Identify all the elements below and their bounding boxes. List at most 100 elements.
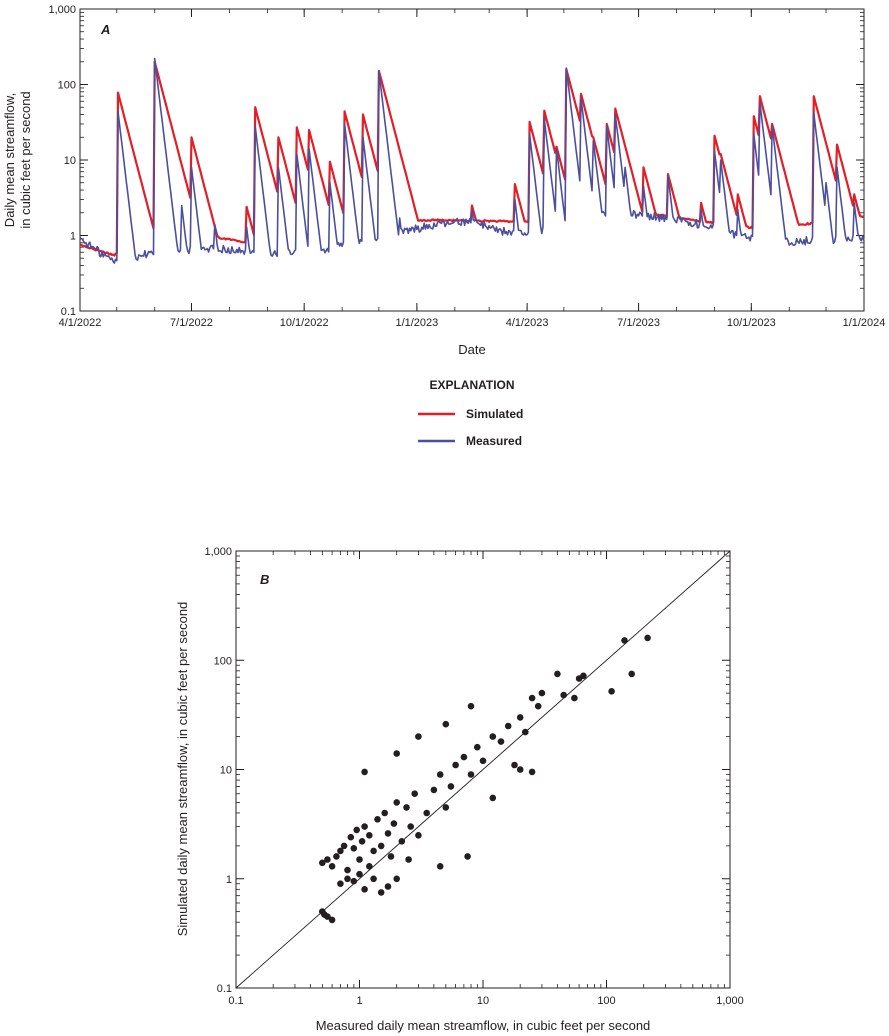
scatter-point xyxy=(393,799,401,806)
scatter-point xyxy=(460,753,468,761)
legend-title: EXPLANATION xyxy=(429,378,514,392)
scatter-point xyxy=(350,845,358,852)
scatter-point xyxy=(644,634,651,642)
panel-a-y-axis-label: Daily mean streamflow, in cubic feet per… xyxy=(2,91,33,228)
y-tick-label: 1,000 xyxy=(204,546,232,558)
panel-b-points xyxy=(319,634,651,924)
x-tick-label: 1,000 xyxy=(716,995,744,1007)
scatter-point xyxy=(353,826,361,834)
panel-b-axes: 0.10.1 1 1 10 10 100 100 1,000 1,000 xyxy=(204,546,743,1007)
legend: EXPLANATION Simulated Measured xyxy=(418,378,523,448)
scatter-point xyxy=(366,863,373,870)
scatter-point xyxy=(628,670,635,678)
scatter-point xyxy=(340,842,348,850)
scatter-point xyxy=(337,880,344,887)
scatter-point xyxy=(621,637,628,644)
scatter-point xyxy=(324,856,331,863)
scatter-point xyxy=(384,883,392,890)
x-tick-label: 1/1/2023 xyxy=(395,317,438,329)
scatter-point xyxy=(390,820,398,827)
x-tick-label: 7/1/2023 xyxy=(617,317,660,329)
scatter-point xyxy=(393,750,401,757)
scatter-point xyxy=(374,816,381,823)
panel-a-x-axis: 4/1/2022 7/1/2022 10/1/2022 1/1/2023 4/1/202… xyxy=(59,9,886,329)
y-tick-label: 100 xyxy=(214,655,232,667)
scatter-point xyxy=(436,771,444,778)
scatter-point xyxy=(407,823,415,830)
scatter-point xyxy=(608,688,615,695)
series-line-simulated xyxy=(79,60,865,257)
y-tick-label: 1 xyxy=(226,874,232,886)
x-tick-label: 10 xyxy=(477,995,489,1007)
scatter-point xyxy=(370,875,377,883)
panel-a-y-axis-label-line-2: in cubic feet per second xyxy=(18,91,33,228)
scatter-point xyxy=(528,768,536,776)
scatter-point xyxy=(344,875,351,883)
one-to-one-line xyxy=(235,550,731,989)
scatter-point xyxy=(361,886,368,893)
scatter-point xyxy=(370,847,377,855)
scatter-point xyxy=(411,790,419,797)
panel-a-y-axis-label-line-1: Daily mean streamflow, xyxy=(2,93,17,227)
scatter-point xyxy=(361,768,368,776)
panel-b: 0.10.1 1 1 10 10 100 100 1,000 1,000 B Measured … xyxy=(175,546,744,1033)
scatter-point xyxy=(344,866,351,874)
scatter-point xyxy=(538,689,546,697)
scatter-point xyxy=(474,743,481,751)
scatter-point xyxy=(479,757,487,765)
scatter-point xyxy=(358,838,366,845)
scatter-point xyxy=(328,916,336,924)
x-tick-label: 10/1/2022 xyxy=(280,317,329,329)
scatter-point xyxy=(489,794,497,802)
x-tick-label: 4/1/2023 xyxy=(506,317,549,329)
y-tick-label: 0.1 xyxy=(61,306,76,318)
series-line-measured xyxy=(79,57,865,264)
scatter-point xyxy=(436,863,444,870)
scatter-point xyxy=(464,853,471,860)
panel-b-y-axis-label: Simulated daily mean streamflow, in cubi… xyxy=(175,602,190,937)
y-tick-label: 10 xyxy=(64,155,76,167)
y-tick-label: 0.1 xyxy=(217,983,232,995)
scatter-point xyxy=(423,809,431,817)
scatter-point xyxy=(333,853,340,860)
scatter-point xyxy=(554,670,561,678)
x-tick-label: 10/1/2023 xyxy=(727,317,776,329)
scatter-point xyxy=(560,691,567,699)
scatter-point xyxy=(534,702,542,710)
scatter-point xyxy=(356,870,363,878)
scatter-point xyxy=(580,672,587,680)
scatter-point xyxy=(430,786,438,794)
panel-a-series xyxy=(79,57,865,264)
scatter-point xyxy=(504,722,512,730)
x-tick-label: 7/1/2022 xyxy=(170,317,213,329)
legend-simulated-label: Simulated xyxy=(466,407,523,421)
y-tick-label: 1,000 xyxy=(48,4,76,16)
panel-a-x-axis-label: Date xyxy=(458,342,485,357)
panel-a-y-axis: 0.1 1 10 100 1,000 xyxy=(48,4,864,318)
scatter-point xyxy=(511,761,518,769)
x-tick-label: 1 xyxy=(356,995,362,1007)
scatter-point xyxy=(361,823,368,830)
scatter-point xyxy=(442,720,450,728)
scatter-point xyxy=(384,830,392,837)
scatter-point xyxy=(467,771,475,778)
scatter-point xyxy=(387,853,395,860)
scatter-point xyxy=(415,832,422,839)
scatter-point xyxy=(571,694,578,702)
panel-a: 0.1 1 10 100 1,000 4/1/2022 7/1/2022 10/1/2022… xyxy=(2,4,885,448)
y-tick-label: 10 xyxy=(220,765,232,777)
scatter-point xyxy=(403,804,410,811)
scatter-point xyxy=(377,889,385,896)
scatter-point xyxy=(381,809,389,817)
y-tick-label: 100 xyxy=(58,80,76,92)
scatter-point xyxy=(366,832,373,839)
scatter-point xyxy=(337,847,344,855)
scatter-point xyxy=(467,702,475,710)
scatter-point xyxy=(347,833,355,841)
panel-b-label: B xyxy=(260,572,269,587)
scatter-point xyxy=(328,863,336,870)
x-tick-label: 1/1/2024 xyxy=(843,317,886,329)
scatter-point xyxy=(350,877,358,885)
scatter-point xyxy=(442,804,450,811)
y-tick-label: 1 xyxy=(70,231,76,243)
